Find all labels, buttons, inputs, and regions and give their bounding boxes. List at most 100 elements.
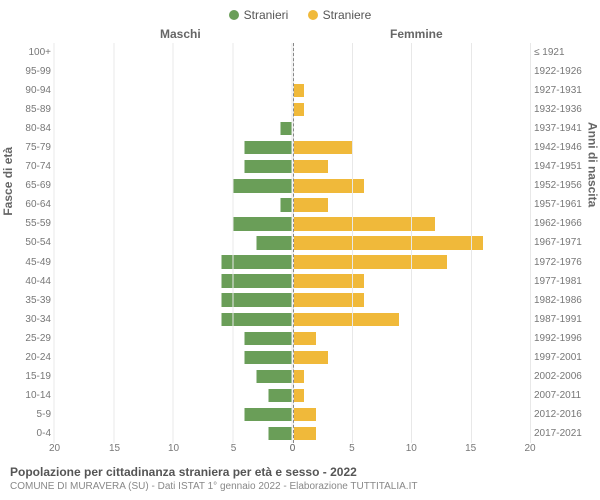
bar <box>293 332 317 345</box>
x-tick-label: 15 <box>465 443 476 454</box>
bar-row <box>55 100 293 119</box>
legend-label-female: Straniere <box>323 8 372 22</box>
birth-band-label: 1957-1961 <box>534 195 590 214</box>
bar-row <box>55 195 293 214</box>
grid-line <box>232 43 233 443</box>
bar <box>293 293 364 306</box>
age-band-label: 100+ <box>10 43 51 62</box>
age-band-label: 60-64 <box>10 195 51 214</box>
age-band-labels: 100+95-9990-9485-8980-8475-7970-7465-696… <box>10 43 55 443</box>
label-maschi: Maschi <box>160 27 201 41</box>
bar-row <box>55 291 293 310</box>
age-band-label: 25-29 <box>10 329 51 348</box>
age-band-label: 40-44 <box>10 272 51 291</box>
bar <box>293 351 329 364</box>
bar <box>293 160 329 173</box>
legend-item-female: Straniere <box>308 8 372 22</box>
birth-band-label: 1977-1981 <box>534 272 590 291</box>
bar <box>293 274 364 287</box>
birth-band-label: 1972-1976 <box>534 253 590 272</box>
bar-row <box>55 176 293 195</box>
birth-band-label: 1962-1966 <box>534 214 590 233</box>
grid-line <box>352 43 353 443</box>
birth-band-label: ≤ 1921 <box>534 43 590 62</box>
bar <box>257 236 293 249</box>
bar <box>245 351 293 364</box>
age-band-label: 15-19 <box>10 367 51 386</box>
chart-container: Stranieri Straniere Maschi Femmine Fasce… <box>0 0 600 500</box>
birth-band-label: 1927-1931 <box>534 81 590 100</box>
plot-area <box>55 43 530 443</box>
bar <box>293 313 400 326</box>
y-axis-left-title: Fasce di età <box>1 147 15 216</box>
bar <box>245 141 293 154</box>
birth-band-label: 1922-1926 <box>534 62 590 81</box>
x-axis: 05101520 05101520 <box>55 443 530 459</box>
legend: Stranieri Straniere <box>10 8 590 23</box>
bar <box>293 198 329 211</box>
bar-row <box>55 367 293 386</box>
age-band-label: 80-84 <box>10 119 51 138</box>
x-tick-label: 20 <box>524 443 535 454</box>
age-band-label: 55-59 <box>10 214 51 233</box>
age-band-label: 10-14 <box>10 386 51 405</box>
bar <box>269 427 293 440</box>
bar-row <box>55 43 293 62</box>
bar <box>233 179 292 192</box>
x-tick-label: 5 <box>349 443 355 454</box>
bar-row <box>55 233 293 252</box>
age-band-label: 0-4 <box>10 424 51 443</box>
age-band-label: 95-99 <box>10 62 51 81</box>
bar <box>293 103 305 116</box>
age-band-label: 65-69 <box>10 176 51 195</box>
bar <box>269 389 293 402</box>
birth-band-label: 1947-1951 <box>534 157 590 176</box>
bar <box>293 236 483 249</box>
bar-row <box>55 253 293 272</box>
chart-title: Popolazione per cittadinanza straniera p… <box>10 465 590 479</box>
bar <box>233 217 292 230</box>
grid-line <box>530 43 531 443</box>
birth-band-label: 1997-2001 <box>534 348 590 367</box>
bar-row <box>55 138 293 157</box>
x-tick-label: 15 <box>109 443 120 454</box>
bar <box>293 370 305 383</box>
bar <box>293 217 436 230</box>
bar-row <box>55 119 293 138</box>
birth-band-label: 1942-1946 <box>534 138 590 157</box>
grid-line <box>113 43 114 443</box>
chart-area: Fasce di età Anni di nascita 100+95-9990… <box>10 43 590 443</box>
x-tick-label: 5 <box>230 443 236 454</box>
birth-band-label: 1987-1991 <box>534 310 590 329</box>
bar-row <box>55 81 293 100</box>
age-band-label: 30-34 <box>10 310 51 329</box>
bar-row <box>55 62 293 81</box>
y-axis-right-title: Anni di nascita <box>585 122 599 207</box>
birth-band-label: 1992-1996 <box>534 329 590 348</box>
age-band-label: 90-94 <box>10 81 51 100</box>
birth-band-label: 2017-2021 <box>534 424 590 443</box>
birth-band-label: 1952-1956 <box>534 176 590 195</box>
legend-label-male: Stranieri <box>244 8 289 22</box>
age-band-label: 50-54 <box>10 233 51 252</box>
bar <box>245 332 293 345</box>
legend-item-male: Stranieri <box>229 8 289 22</box>
bar-row <box>55 214 293 233</box>
gender-labels: Maschi Femmine <box>10 27 590 43</box>
bar <box>257 370 293 383</box>
birth-band-label: 1932-1936 <box>534 100 590 119</box>
bar <box>245 408 293 421</box>
birth-band-label: 1937-1941 <box>534 119 590 138</box>
age-band-label: 35-39 <box>10 291 51 310</box>
bar <box>293 255 447 268</box>
chart-subtitle: COMUNE DI MURAVERA (SU) - Dati ISTAT 1° … <box>10 481 590 492</box>
birth-band-labels: ≤ 19211922-19261927-19311932-19361937-19… <box>530 43 590 443</box>
bar <box>293 141 352 154</box>
x-tick-label: 10 <box>168 443 179 454</box>
grid-line <box>471 43 472 443</box>
age-band-label: 70-74 <box>10 157 51 176</box>
birth-band-label: 2007-2011 <box>534 386 590 405</box>
age-band-label: 5-9 <box>10 405 51 424</box>
age-band-label: 20-24 <box>10 348 51 367</box>
female-half <box>293 43 531 443</box>
